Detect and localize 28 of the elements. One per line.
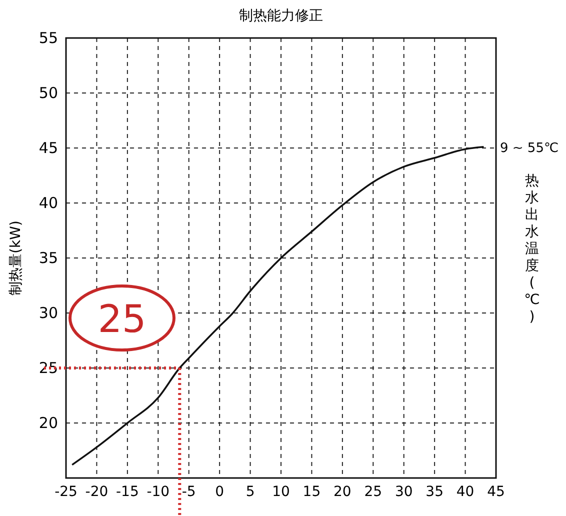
x-tick-label: 25 [364,484,382,500]
x-tick-label: 30 [394,484,413,500]
x-tick-label: -20 [85,484,108,500]
y-axis-title: 制热量(kW) [8,220,24,296]
x-tick-label: 40 [456,484,474,500]
x-tick-label: -25 [54,484,78,500]
series-label: 9 ~ 55℃ [500,140,559,156]
x-tick-label: 35 [426,484,444,500]
x-tick-label: -15 [116,484,139,500]
x-tick-label: 20 [334,484,352,500]
annotation: 25 [98,297,146,341]
y-tick-label: 55 [38,28,58,47]
x-tick-label: 15 [302,484,321,500]
y-tick-label: 20 [38,414,58,432]
x-tick-label: 5 [246,484,255,500]
y-tick-label: 50 [38,84,58,102]
x-tick-label: -10 [146,484,170,500]
x-tick-label: -5 [182,484,196,500]
x-tick-label: 45 [487,484,505,500]
chart-title: 制热能力修正 [239,8,323,24]
text: 热水出水温度(℃) [524,173,540,325]
y-tick-label: 45 [38,138,58,157]
y-tick-label: 30 [38,304,58,322]
y-tick-label: 40 [38,194,58,212]
x-tick-label: 0 [215,484,224,500]
y-tick-label: 35 [38,248,58,267]
line-series [71,146,485,466]
x-tick-label: 10 [272,484,290,500]
